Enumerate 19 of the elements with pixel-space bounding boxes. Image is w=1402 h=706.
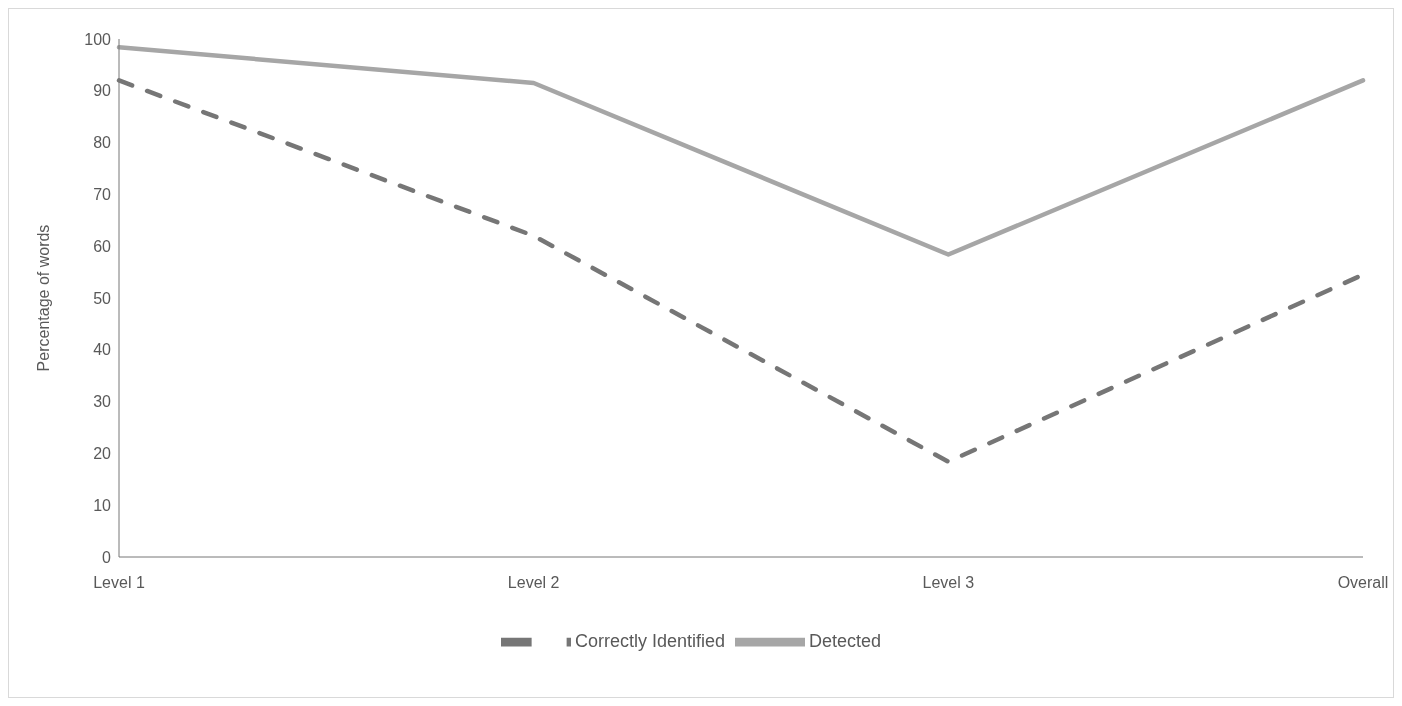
legend-label: Correctly Identified	[574, 630, 726, 651]
y-tick-label: 90	[93, 82, 112, 100]
y-tick-label: 10	[93, 496, 112, 514]
y-axis-title: Percentage of words	[34, 224, 52, 372]
legend-label: Detected	[809, 630, 882, 651]
x-tick-label: Level 1	[93, 574, 145, 592]
y-tick-label: 70	[93, 186, 112, 204]
y-tick-label: 80	[93, 134, 112, 152]
y-tick-label: 100	[84, 30, 112, 48]
x-tick-label: Overall	[1337, 574, 1389, 592]
y-tick-label: 40	[93, 341, 112, 359]
x-tick-label: Level 2	[507, 574, 560, 592]
line-series	[116, 45, 1366, 257]
y-tick-label: 0	[102, 548, 112, 566]
y-tick-label: 20	[93, 445, 112, 463]
y-tick-label: 30	[93, 393, 112, 411]
y-tick-label: 50	[93, 289, 112, 307]
y-tick-label: 60	[93, 237, 112, 255]
x-tick-label: Level 3	[922, 574, 975, 592]
